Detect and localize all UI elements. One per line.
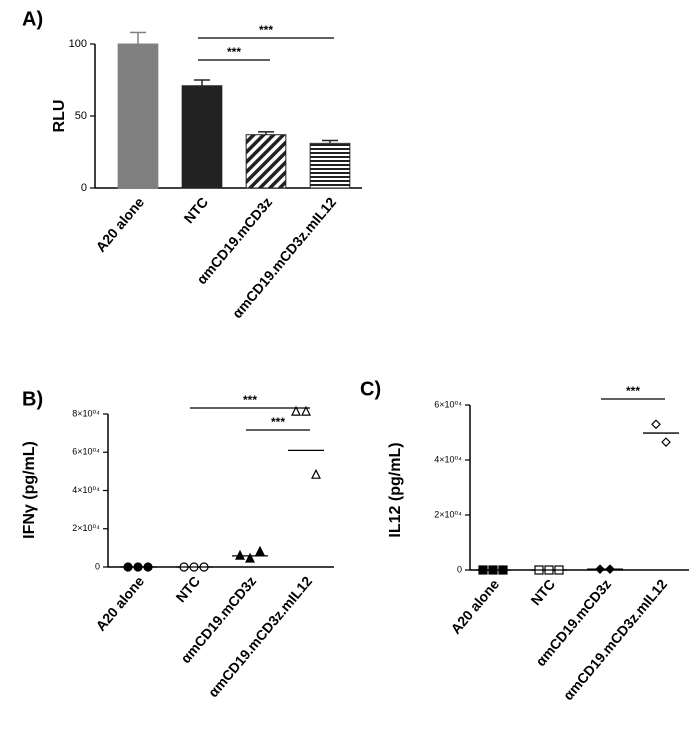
x-tick-label: αmCD19.mCD3z.mIL12 (229, 194, 339, 321)
y-tick-label: 2×10⁰⁴ (72, 523, 100, 533)
y-tick-label: 0 (81, 182, 87, 194)
y-axis-label: RLU (51, 100, 68, 133)
significance-label: *** (227, 45, 241, 59)
x-tick-label: αmCD19.mCD3z.mIL12 (560, 576, 670, 703)
y-tick-label: 4×10⁰⁴ (72, 485, 100, 495)
y-axis-label: IFNγ (pg/mL) (21, 441, 38, 539)
bar (117, 43, 159, 189)
point (235, 549, 245, 560)
point (311, 468, 321, 479)
significance-label: *** (626, 384, 640, 398)
significance-label: *** (259, 23, 273, 37)
x-tick-label: NTC (172, 573, 203, 605)
panel-label: C) (360, 378, 381, 400)
x-tick-label: A20 alone (92, 573, 147, 634)
y-tick-label: 2×10⁰⁴ (434, 509, 462, 519)
x-tick-label: NTC (180, 194, 211, 226)
x-tick-label: A20 alone (447, 576, 502, 637)
y-tick-label: 6×10⁰⁴ (72, 447, 100, 457)
x-tick-label: NTC (527, 576, 558, 608)
point (301, 405, 311, 416)
y-tick-label: 0 (95, 561, 100, 571)
x-tick-label: αmCD19.mCD3z.mIL12 (205, 573, 315, 700)
point (651, 419, 661, 430)
point (291, 405, 301, 416)
significance-label: *** (243, 393, 257, 407)
x-tick-label: A20 alone (92, 194, 147, 255)
y-tick-label: 50 (75, 110, 87, 122)
bar (181, 85, 223, 189)
point (661, 437, 671, 447)
panel-label: A) (22, 8, 43, 30)
significance-label: *** (271, 415, 285, 429)
point (255, 545, 265, 556)
bar (309, 142, 351, 189)
point (245, 552, 255, 563)
panel-label: B) (22, 388, 43, 410)
y-tick-label: 8×10⁰⁴ (72, 408, 100, 418)
y-tick-label: 100 (69, 38, 87, 50)
bar (245, 134, 287, 189)
y-tick-label: 0 (457, 564, 462, 574)
y-axis-label: IL12 (pg/mL) (387, 442, 404, 537)
y-tick-label: 4×10⁰⁴ (434, 454, 462, 464)
y-tick-label: 6×10⁰⁴ (434, 399, 462, 409)
